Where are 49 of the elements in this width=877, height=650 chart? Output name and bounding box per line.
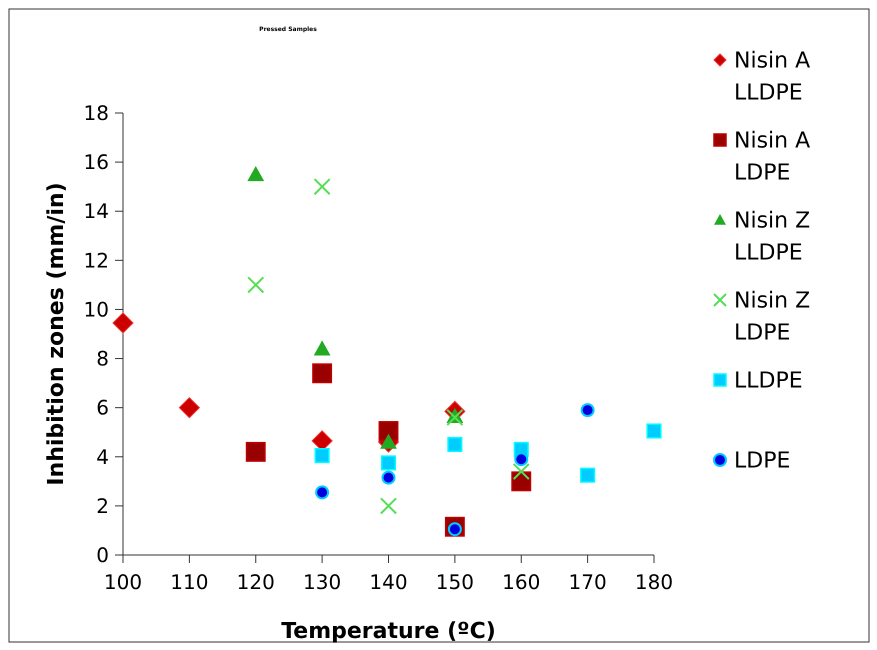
y-tick-label: 4 [96, 444, 109, 469]
point [514, 452, 528, 466]
point [380, 434, 397, 449]
point [380, 497, 398, 514]
x-tick-label: 130 [303, 570, 342, 594]
y-axis-title: Inhibition zones (mm/in) [44, 182, 69, 486]
point [246, 442, 266, 462]
legend-label: Nisin Z LDPE [734, 288, 810, 346]
point [314, 448, 330, 464]
y-tick-label: 14 [84, 199, 109, 224]
y-tick-label: 12 [84, 248, 109, 272]
x-axis-title: Temperature (ºC) [281, 619, 496, 644]
point [315, 485, 330, 500]
point [378, 421, 398, 441]
x-tick-label: 150 [436, 570, 474, 594]
x-tick-label: 110 [170, 570, 208, 594]
y-tick-label: 2 [96, 494, 109, 518]
y-tick-label: 6 [96, 396, 109, 420]
y-tick-label: 8 [96, 346, 109, 371]
point [382, 470, 396, 485]
x-tick-label: 100 [104, 570, 142, 594]
point [646, 423, 662, 439]
point [512, 462, 530, 480]
legend-label: Nisin A LDPE [734, 128, 810, 186]
point [314, 178, 331, 196]
x-tick-label: 180 [634, 570, 674, 594]
legend-label: LDPE [734, 448, 790, 474]
point [580, 403, 595, 418]
point [580, 468, 596, 483]
point [178, 397, 200, 418]
point [446, 408, 464, 426]
y-tick-label: 18 [84, 101, 109, 125]
y-tick-label: 16 [84, 150, 109, 174]
x-tick-label: 170 [568, 570, 607, 594]
point [247, 166, 264, 182]
x-tick-label: 140 [369, 570, 408, 594]
point [312, 363, 332, 384]
y-tick-label: 0 [96, 543, 109, 567]
legend-label: Nisin Z LLDPE [734, 208, 810, 266]
legend-label: LLDPE [734, 368, 803, 394]
point [447, 436, 462, 452]
point [380, 455, 396, 470]
x-tick-label: 160 [502, 570, 540, 594]
legend-label: Nisin A LLDPE [734, 48, 810, 106]
point [247, 276, 264, 294]
point [314, 340, 331, 356]
x-tick-label: 120 [236, 570, 275, 594]
point [112, 312, 134, 334]
y-tick-label: 10 [84, 297, 109, 322]
